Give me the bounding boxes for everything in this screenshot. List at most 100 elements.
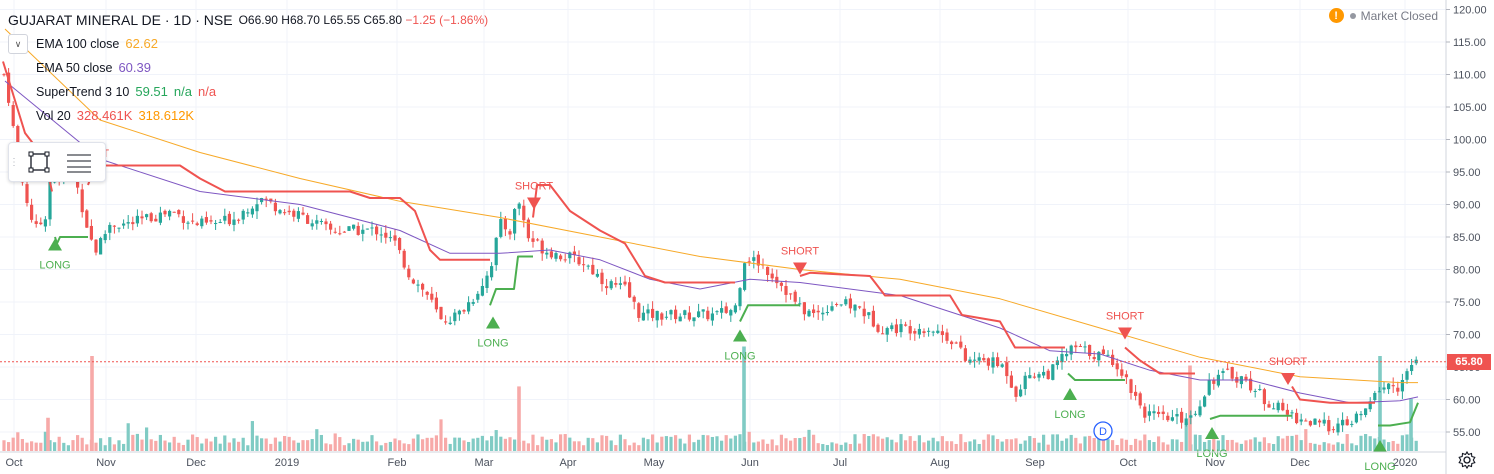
candle-body — [908, 326, 912, 334]
candle — [1364, 408, 1368, 418]
candle — [292, 208, 296, 222]
volume-bar — [1046, 444, 1050, 451]
candle-body — [1120, 369, 1124, 376]
candle — [1212, 377, 1216, 390]
candle-body — [177, 210, 181, 215]
volume-bar — [57, 436, 61, 451]
volume-bar — [977, 443, 981, 451]
volume-bar — [1078, 443, 1082, 451]
candle — [1272, 402, 1276, 410]
candle-body — [982, 357, 986, 361]
volume-bar — [614, 445, 618, 451]
time-tick-label: Jun — [741, 457, 759, 469]
candle — [425, 290, 429, 300]
volume-bar — [835, 443, 839, 451]
candle-body — [1161, 411, 1165, 415]
candle-body — [140, 216, 144, 219]
rectangle-icon[interactable] — [19, 144, 59, 180]
volume-bar — [1069, 434, 1073, 451]
indicator-ema100[interactable]: ∨ EMA 100 close 62.62 — [8, 32, 488, 56]
candle — [264, 196, 268, 208]
candle — [200, 215, 204, 229]
candle-body — [936, 330, 940, 333]
volume-bar — [1244, 440, 1248, 451]
candle — [186, 220, 190, 230]
candle — [807, 309, 811, 318]
candle — [766, 266, 770, 282]
long-signal: LONG — [477, 316, 509, 350]
supertrend-line — [1209, 414, 1292, 420]
candle-body — [7, 72, 11, 103]
volume-bar — [1147, 440, 1151, 451]
volume-bar — [513, 439, 517, 451]
candle — [1396, 381, 1400, 396]
candle — [779, 281, 783, 292]
candle — [692, 317, 696, 327]
chevron-down-icon[interactable]: ∨ — [8, 34, 28, 54]
warning-icon[interactable]: ! — [1328, 8, 1344, 23]
candle-body — [1193, 413, 1197, 415]
candle — [1350, 420, 1354, 428]
candle-body — [278, 210, 282, 214]
candle-body — [554, 253, 558, 259]
indicator-supertrend[interactable]: SuperTrend 3 10 59.51 n/a n/a — [8, 80, 488, 104]
candle — [301, 206, 305, 216]
volume-bar — [1060, 440, 1064, 451]
candle — [278, 209, 282, 215]
candle — [1065, 348, 1069, 361]
candle — [503, 215, 507, 237]
volume-bar — [871, 434, 875, 451]
candle-body — [1308, 421, 1312, 426]
volume-bar — [66, 445, 70, 451]
symbol-title[interactable]: GUJARAT MINERAL DE · 1D · NSE — [8, 12, 233, 28]
candle — [347, 226, 351, 232]
candle-body — [347, 226, 351, 231]
candle — [195, 221, 199, 227]
triangle-up-icon — [486, 316, 500, 329]
time-tick-label: 2019 — [275, 457, 299, 469]
volume-bar — [1253, 437, 1257, 451]
candle — [1318, 418, 1322, 428]
market-status[interactable]: ! Market Closed — [1328, 8, 1438, 23]
candle — [1322, 412, 1326, 427]
drag-handle-icon[interactable]: ⋮ — [9, 156, 19, 168]
candle — [338, 225, 342, 236]
volume-bar — [1161, 442, 1165, 451]
candle — [784, 279, 788, 303]
indicator-name: SuperTrend 3 10 — [36, 85, 130, 99]
candle-body — [1083, 346, 1087, 348]
candle — [1106, 350, 1110, 357]
candle-body — [149, 213, 153, 222]
price-tick-label: 100.00 — [1453, 135, 1487, 147]
candle — [595, 269, 599, 278]
gear-icon[interactable] — [1457, 450, 1477, 470]
indicator-ema50[interactable]: EMA 50 close 60.39 — [8, 56, 488, 80]
candle — [407, 264, 411, 280]
supertrend-line — [532, 184, 735, 284]
candle-body — [296, 211, 300, 219]
candle — [462, 309, 466, 315]
candle — [1074, 341, 1078, 354]
triangle-up-icon — [1205, 427, 1219, 439]
ema-line — [4, 28, 1418, 384]
candle-body — [246, 212, 250, 214]
candle-body — [227, 213, 231, 225]
volume-bar — [16, 432, 20, 451]
candle — [108, 222, 112, 241]
candle — [743, 262, 747, 292]
candle — [526, 217, 530, 242]
volume-bar — [637, 445, 641, 451]
candle-body — [292, 210, 296, 217]
candle — [890, 322, 894, 332]
candle-body — [1092, 356, 1096, 360]
indicator-volume[interactable]: Vol 20 328.461K 318.612K — [8, 104, 488, 128]
volume-bar — [545, 439, 549, 451]
volume-bar — [540, 436, 544, 451]
candle — [1138, 391, 1142, 409]
candle-body — [85, 210, 89, 228]
lines-icon[interactable] — [59, 144, 99, 180]
time-tick-label: Dec — [186, 457, 206, 469]
candle-body — [39, 222, 43, 225]
time-axis: Oct Nov Dec 2019 Feb Mar Apr May Jun Jul Aug Sep Oct… — [0, 451, 1446, 469]
